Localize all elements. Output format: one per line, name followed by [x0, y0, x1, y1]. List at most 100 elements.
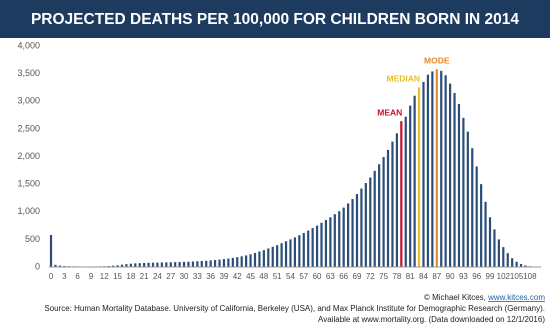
bar	[231, 257, 234, 267]
x-tick-label: 15	[113, 272, 122, 281]
bar	[426, 74, 430, 267]
x-tick-label: 12	[100, 272, 109, 281]
x-tick-label: 60	[313, 272, 322, 281]
bar	[515, 261, 518, 267]
x-tick-label: 51	[273, 272, 282, 281]
bar	[506, 253, 509, 267]
bar	[200, 261, 203, 267]
bar	[409, 105, 412, 267]
bar	[280, 243, 283, 267]
bar	[435, 69, 438, 267]
x-tick-label: 108	[523, 272, 537, 281]
source-line: Available at www.mortality.org. (Data do…	[318, 315, 545, 324]
bar	[448, 83, 452, 267]
bar	[178, 262, 181, 267]
bar	[293, 237, 296, 267]
bar	[378, 164, 381, 267]
bar	[453, 92, 456, 268]
x-tick-label: 30	[180, 272, 189, 281]
bar	[134, 263, 137, 267]
bar	[488, 217, 492, 267]
bar	[369, 177, 372, 267]
bar	[347, 203, 350, 267]
bar	[262, 250, 265, 267]
bar	[116, 265, 119, 267]
bar	[156, 262, 159, 267]
bar	[444, 75, 447, 267]
bar	[395, 133, 398, 267]
x-tick-label: 78	[392, 272, 401, 281]
bar	[120, 264, 124, 267]
bar	[165, 262, 168, 267]
bar	[466, 131, 469, 267]
bar	[462, 117, 465, 267]
bar	[382, 157, 385, 267]
bar	[284, 241, 288, 267]
bar	[271, 246, 274, 267]
bar	[54, 264, 57, 267]
bar	[191, 261, 195, 267]
x-tick-label: 81	[406, 272, 415, 281]
x-tick-label: 39	[219, 272, 228, 281]
bar	[404, 116, 407, 267]
bar	[138, 263, 141, 267]
bar	[160, 262, 163, 267]
x-tick-label: 0	[49, 272, 54, 281]
x-tick-label: 72	[366, 272, 375, 281]
bar	[258, 251, 261, 267]
x-tick-label: 9	[89, 272, 94, 281]
bar	[143, 262, 146, 267]
bar	[49, 234, 53, 267]
bar	[151, 262, 155, 267]
bar	[240, 256, 243, 267]
bar	[373, 170, 376, 267]
bar	[222, 259, 226, 267]
y-tick-label: 2,500	[17, 123, 40, 133]
y-tick-label: 2,000	[17, 151, 40, 161]
bar	[169, 262, 172, 267]
bar	[391, 141, 394, 267]
bar	[364, 183, 367, 267]
bar	[471, 148, 474, 267]
x-tick-label: 57	[299, 272, 308, 281]
bar	[511, 258, 514, 267]
x-tick-label: 96	[472, 272, 481, 281]
bar	[497, 239, 500, 267]
bar	[493, 229, 496, 267]
bar	[324, 220, 328, 267]
chart-title: PROJECTED DEATHS PER 100,000 FOR CHILDRE…	[31, 11, 519, 28]
bar	[307, 230, 310, 267]
bar	[360, 188, 363, 267]
bar	[320, 222, 323, 267]
bar	[519, 263, 523, 267]
bar	[422, 81, 425, 267]
bar	[205, 260, 208, 267]
bar	[249, 254, 252, 267]
x-tick-label: 24	[153, 272, 162, 281]
bar	[253, 252, 257, 267]
credit-text: © Michael Kitces,	[424, 293, 488, 302]
highlight-label: MEAN	[377, 107, 402, 117]
bar	[311, 228, 314, 267]
x-tick-label: 6	[75, 272, 80, 281]
y-tick-label: 500	[25, 234, 40, 244]
bar	[298, 235, 301, 267]
bar	[174, 262, 177, 267]
bar	[440, 70, 443, 267]
x-tick-label: 84	[419, 272, 428, 281]
x-tick-label: 99	[486, 272, 495, 281]
bar	[351, 199, 354, 267]
bar	[480, 184, 483, 267]
bar	[302, 233, 305, 267]
bar	[218, 259, 221, 267]
x-tick-label: 63	[326, 272, 335, 281]
x-tick-label: 45	[246, 272, 255, 281]
bar	[187, 261, 190, 267]
title-banner	[0, 0, 550, 38]
bar	[457, 104, 461, 267]
x-tick-label: 27	[166, 272, 175, 281]
credit-link[interactable]: www.kitces.com	[487, 293, 545, 302]
x-tick-label: 69	[353, 272, 362, 281]
bar	[400, 121, 403, 267]
x-tick-label: 21	[140, 272, 149, 281]
